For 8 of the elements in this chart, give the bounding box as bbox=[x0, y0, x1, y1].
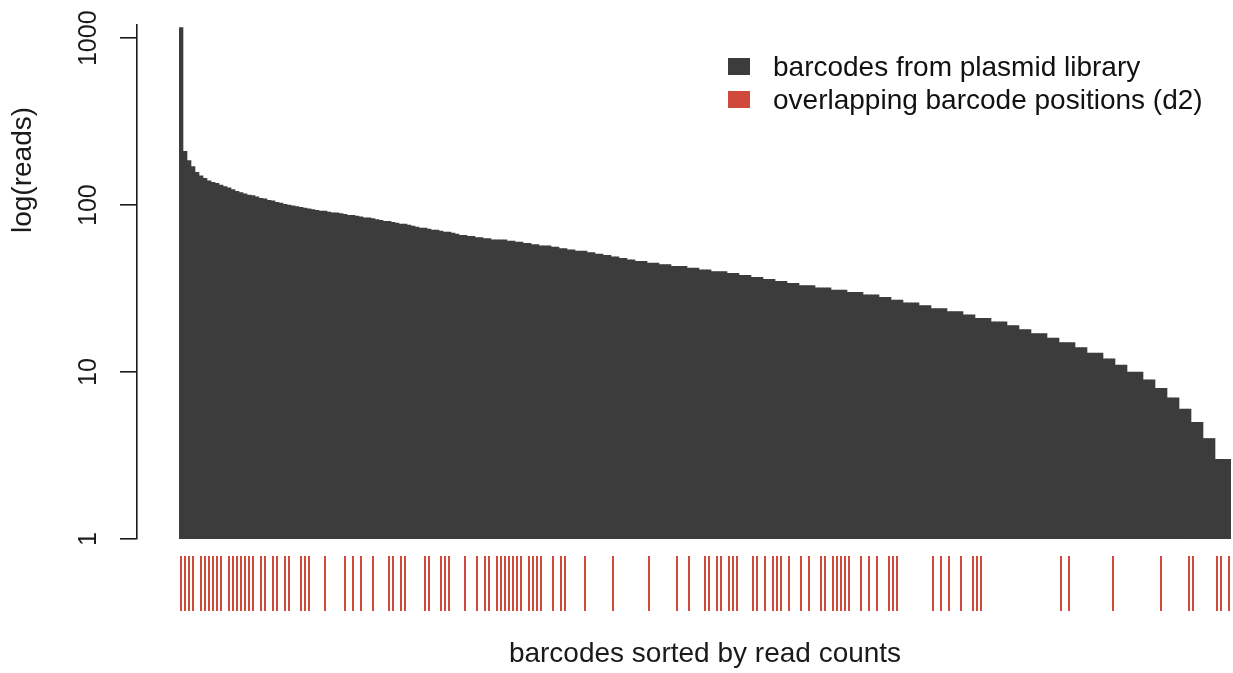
y-tick-label: 1 bbox=[73, 532, 102, 546]
x-axis-title: barcodes sorted by read counts bbox=[508, 637, 902, 668]
y-tick-label: 100 bbox=[73, 184, 102, 226]
y-tick-label: 1000 bbox=[73, 10, 102, 67]
legend-label: barcodes from plasmid library bbox=[773, 50, 1141, 83]
y-axis-title: log(reads) bbox=[6, 106, 37, 234]
legend-label: overlapping barcode positions (d2) bbox=[773, 83, 1203, 116]
y-tick-label: 10 bbox=[73, 358, 102, 386]
